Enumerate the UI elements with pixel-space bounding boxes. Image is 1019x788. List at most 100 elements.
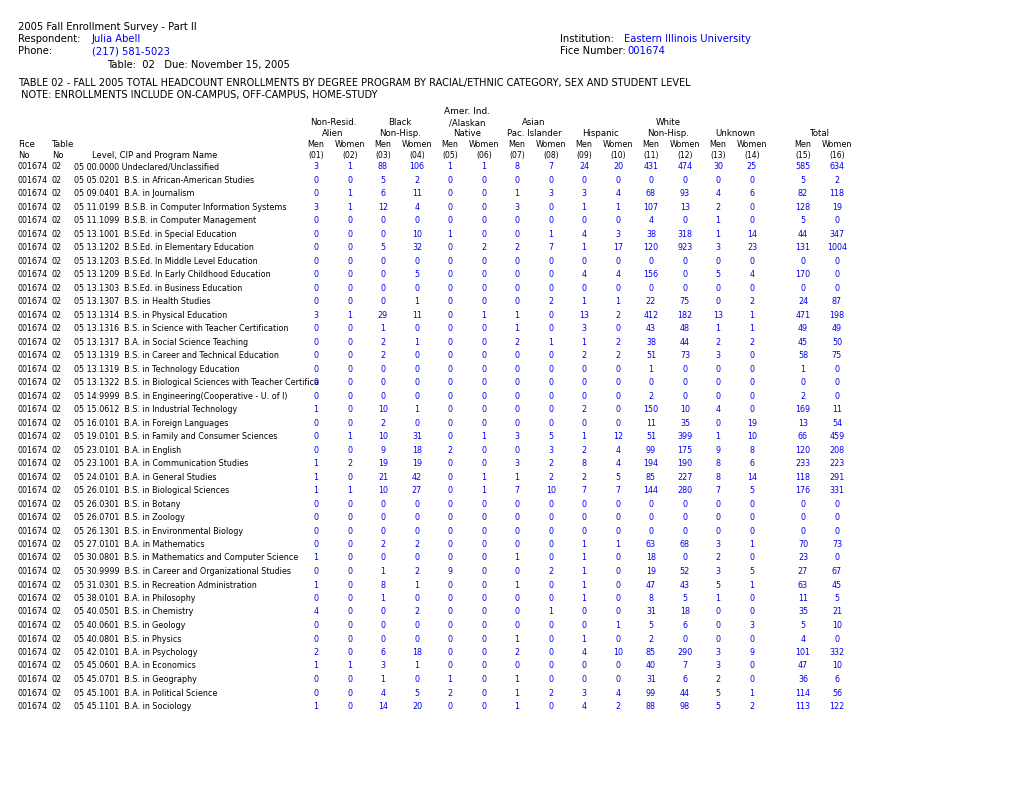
Text: 0: 0 — [749, 500, 754, 508]
Text: 05 14.9999  B.S. in Engineering(Cooperative - U. of I): 05 14.9999 B.S. in Engineering(Cooperati… — [74, 392, 287, 400]
Text: 1: 1 — [714, 432, 719, 441]
Text: 0: 0 — [614, 378, 620, 387]
Text: (04): (04) — [409, 151, 425, 160]
Text: 1: 1 — [347, 486, 353, 495]
Text: 05 13.1001  B.S.Ed. in Special Education: 05 13.1001 B.S.Ed. in Special Education — [74, 229, 236, 239]
Text: 001674: 001674 — [18, 445, 48, 455]
Text: 6: 6 — [682, 675, 687, 684]
Text: 0: 0 — [347, 176, 353, 184]
Text: 2: 2 — [514, 243, 519, 252]
Text: 0: 0 — [347, 351, 353, 360]
Text: 144: 144 — [643, 486, 658, 495]
Text: 0: 0 — [481, 297, 486, 306]
Text: 0: 0 — [514, 500, 519, 508]
Text: 0: 0 — [347, 324, 353, 333]
Text: 0: 0 — [313, 337, 318, 347]
Text: (02): (02) — [341, 151, 358, 160]
Text: 347: 347 — [828, 229, 844, 239]
Text: 0: 0 — [380, 513, 385, 522]
Text: 0: 0 — [581, 176, 586, 184]
Text: 4: 4 — [581, 270, 586, 279]
Text: 1: 1 — [481, 310, 486, 319]
Text: 1: 1 — [347, 661, 353, 671]
Text: 0: 0 — [614, 418, 620, 428]
Text: 001674: 001674 — [18, 324, 48, 333]
Text: 0: 0 — [481, 405, 486, 414]
Text: 98: 98 — [680, 702, 690, 711]
Text: 5: 5 — [614, 473, 620, 481]
Text: 150: 150 — [643, 405, 658, 414]
Text: 1: 1 — [749, 581, 754, 589]
Text: 88: 88 — [645, 702, 655, 711]
Text: 05 40.0801  B.S. in Physics: 05 40.0801 B.S. in Physics — [74, 634, 181, 644]
Text: Pac. Islander: Pac. Islander — [506, 129, 560, 138]
Text: 1: 1 — [614, 203, 620, 211]
Text: 0: 0 — [313, 229, 318, 239]
Text: 13: 13 — [680, 203, 689, 211]
Text: 56: 56 — [832, 689, 842, 697]
Text: 1: 1 — [749, 540, 754, 549]
Text: Women: Women — [736, 140, 766, 149]
Text: 0: 0 — [481, 608, 486, 616]
Text: 0: 0 — [682, 216, 687, 225]
Text: 0: 0 — [313, 675, 318, 684]
Text: 0: 0 — [313, 270, 318, 279]
Text: 114: 114 — [795, 689, 810, 697]
Text: 63: 63 — [797, 581, 807, 589]
Text: 63: 63 — [645, 540, 655, 549]
Text: 0: 0 — [548, 365, 553, 374]
Text: 0: 0 — [581, 526, 586, 536]
Text: 412: 412 — [643, 310, 658, 319]
Text: 4: 4 — [380, 689, 385, 697]
Text: 2: 2 — [414, 540, 419, 549]
Text: 0: 0 — [447, 270, 452, 279]
Text: 0: 0 — [481, 445, 486, 455]
Text: 0: 0 — [414, 284, 419, 292]
Text: 0: 0 — [614, 661, 620, 671]
Text: 02: 02 — [52, 432, 62, 441]
Text: 001674: 001674 — [18, 432, 48, 441]
Text: 54: 54 — [832, 418, 842, 428]
Text: 0: 0 — [414, 418, 419, 428]
Text: 05 30.0801  B.S. in Mathematics and Computer Science: 05 30.0801 B.S. in Mathematics and Compu… — [74, 553, 298, 563]
Text: 001674: 001674 — [18, 621, 48, 630]
Text: 0: 0 — [414, 324, 419, 333]
Text: 0: 0 — [834, 216, 839, 225]
Text: 0: 0 — [682, 378, 687, 387]
Text: 001674: 001674 — [18, 702, 48, 711]
Text: 0: 0 — [581, 661, 586, 671]
Text: 4: 4 — [581, 648, 586, 657]
Text: 02: 02 — [52, 500, 62, 508]
Text: 05 45.0601  B.A. in Economics: 05 45.0601 B.A. in Economics — [74, 661, 196, 671]
Text: 128: 128 — [795, 203, 810, 211]
Text: 05 13.1209  B.S.Ed. In Early Childhood Education: 05 13.1209 B.S.Ed. In Early Childhood Ed… — [74, 270, 270, 279]
Text: 0: 0 — [514, 513, 519, 522]
Text: 6: 6 — [834, 675, 839, 684]
Text: 18: 18 — [680, 608, 689, 616]
Text: 233: 233 — [795, 459, 810, 468]
Text: 93: 93 — [680, 189, 690, 198]
Text: 18: 18 — [412, 445, 422, 455]
Text: 0: 0 — [313, 445, 318, 455]
Text: 0: 0 — [380, 526, 385, 536]
Text: 198: 198 — [828, 310, 844, 319]
Text: 0: 0 — [447, 324, 452, 333]
Text: 0: 0 — [834, 513, 839, 522]
Text: 1: 1 — [380, 324, 385, 333]
Text: 3: 3 — [714, 351, 719, 360]
Text: 0: 0 — [447, 310, 452, 319]
Text: 13: 13 — [712, 310, 722, 319]
Text: 0: 0 — [648, 176, 653, 184]
Text: 02: 02 — [52, 540, 62, 549]
Text: 0: 0 — [514, 621, 519, 630]
Text: 1: 1 — [447, 162, 452, 171]
Text: 0: 0 — [347, 229, 353, 239]
Text: 02: 02 — [52, 675, 62, 684]
Text: 0: 0 — [614, 567, 620, 576]
Text: 0: 0 — [380, 284, 385, 292]
Text: 459: 459 — [828, 432, 844, 441]
Text: 5: 5 — [800, 176, 805, 184]
Text: 0: 0 — [447, 432, 452, 441]
Text: 0: 0 — [481, 378, 486, 387]
Text: 43: 43 — [645, 324, 655, 333]
